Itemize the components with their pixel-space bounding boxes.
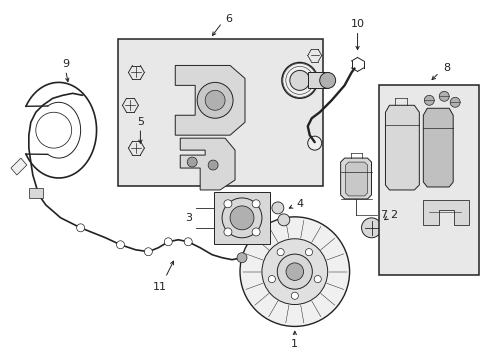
Circle shape	[237, 253, 246, 263]
Circle shape	[361, 218, 381, 238]
Circle shape	[285, 263, 303, 280]
Circle shape	[268, 275, 275, 283]
Circle shape	[222, 198, 262, 238]
Circle shape	[277, 249, 284, 256]
Bar	[379, 85, 478, 275]
Circle shape	[424, 95, 433, 105]
Text: 4: 4	[296, 199, 303, 209]
Text: 10: 10	[350, 19, 364, 28]
Text: 9: 9	[62, 59, 69, 69]
Circle shape	[291, 292, 298, 299]
Circle shape	[184, 238, 192, 246]
Circle shape	[208, 160, 218, 170]
Text: 6: 6	[225, 14, 232, 24]
Circle shape	[187, 157, 197, 167]
Circle shape	[438, 91, 448, 101]
Circle shape	[252, 200, 260, 208]
Text: 2: 2	[389, 210, 396, 220]
Polygon shape	[340, 158, 371, 199]
Circle shape	[164, 238, 172, 246]
Circle shape	[281, 62, 317, 98]
Circle shape	[289, 71, 309, 90]
Circle shape	[271, 202, 283, 214]
Polygon shape	[385, 105, 419, 190]
Polygon shape	[175, 66, 244, 135]
Circle shape	[252, 228, 260, 236]
Circle shape	[313, 275, 321, 283]
Polygon shape	[345, 162, 367, 196]
Circle shape	[449, 97, 459, 107]
Circle shape	[197, 82, 233, 118]
Polygon shape	[11, 158, 27, 175]
Circle shape	[229, 206, 253, 230]
Ellipse shape	[131, 147, 149, 173]
Circle shape	[307, 136, 321, 150]
Bar	[307, 72, 327, 88]
Bar	[29, 188, 42, 198]
Circle shape	[36, 112, 72, 148]
Circle shape	[262, 239, 327, 305]
Text: 8: 8	[443, 63, 450, 73]
Circle shape	[144, 248, 152, 256]
Circle shape	[305, 249, 312, 256]
Circle shape	[205, 90, 224, 110]
Circle shape	[277, 254, 312, 289]
Ellipse shape	[135, 152, 145, 168]
Circle shape	[77, 224, 84, 232]
Text: 3: 3	[184, 213, 191, 223]
Circle shape	[277, 214, 289, 226]
Circle shape	[116, 241, 124, 249]
Circle shape	[240, 217, 349, 327]
Circle shape	[319, 72, 335, 88]
Bar	[118, 39, 322, 186]
Polygon shape	[423, 108, 452, 187]
Polygon shape	[180, 138, 235, 190]
Text: 1: 1	[291, 339, 298, 349]
Bar	[214, 192, 269, 244]
Circle shape	[224, 200, 231, 208]
Text: 7: 7	[379, 210, 386, 220]
Polygon shape	[423, 200, 468, 225]
Text: 5: 5	[137, 117, 143, 127]
Circle shape	[224, 228, 231, 236]
Text: 11: 11	[153, 282, 167, 292]
